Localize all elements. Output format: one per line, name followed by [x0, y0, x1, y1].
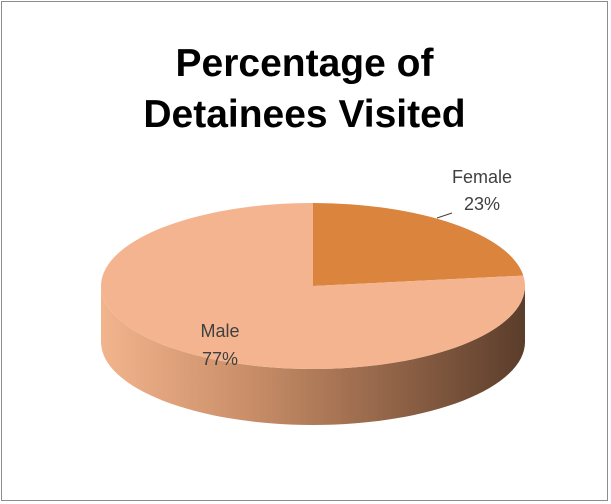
pie-side-wall [101, 286, 525, 425]
male-percent-label: 77% [202, 349, 238, 369]
chart-title: Percentage of Detainees Visited [0, 38, 609, 140]
male-label: Male [200, 321, 239, 341]
female-leader-line [436, 212, 453, 219]
female-label: Female [452, 167, 512, 187]
chart-title-line-1: Percentage of [175, 42, 434, 85]
pie-slice-male [100, 203, 526, 369]
chart-title-line-2: Detainees Visited [143, 93, 466, 136]
pie-slice-female [313, 203, 524, 286]
pie-side [101, 286, 525, 425]
pie-labels: Female 23% Male 77% [200, 167, 512, 369]
female-percent-label: 23% [464, 194, 500, 214]
pie-top [100, 203, 526, 369]
